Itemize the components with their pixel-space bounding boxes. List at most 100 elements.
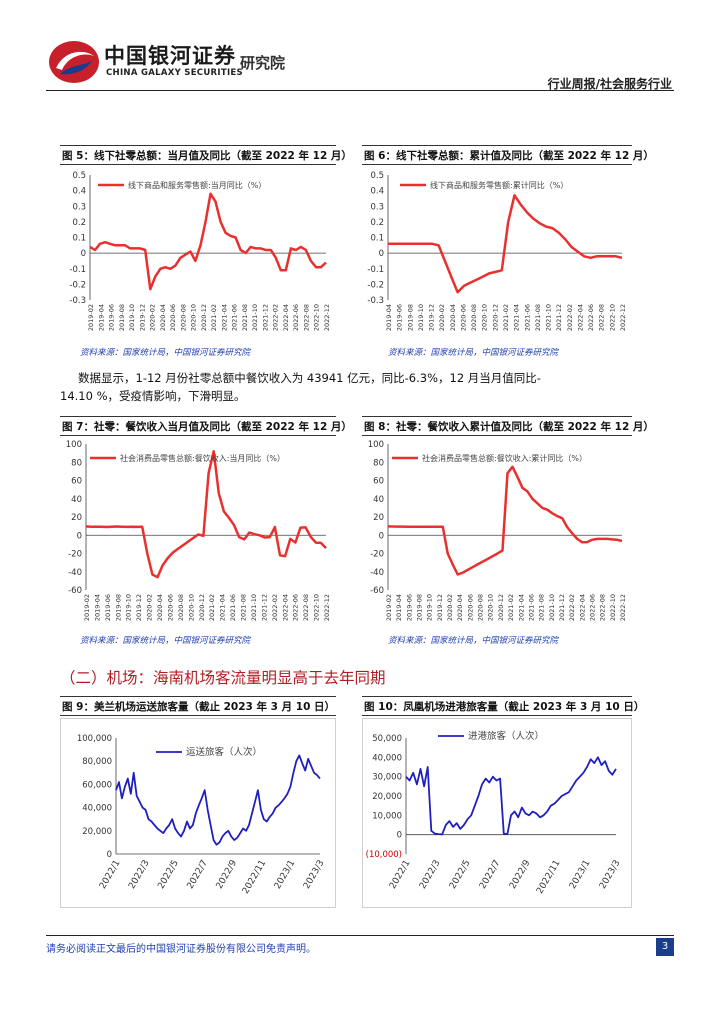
x-tick-label: 2020-02 xyxy=(446,594,454,621)
x-tick-label: 2021-06 xyxy=(527,594,535,621)
footer-divider xyxy=(46,935,674,936)
x-tick-label: 2019-02 xyxy=(87,304,95,331)
x-tick-label: 2022-02 xyxy=(271,594,279,621)
x-tick-label: 2019-08 xyxy=(114,594,122,621)
y-tick-label: 40 xyxy=(71,495,82,505)
x-tick-label: 2021-06 xyxy=(229,594,237,621)
x-tick-label: 2021-10 xyxy=(250,594,258,621)
x-tick-label: 2021-06 xyxy=(523,304,531,331)
x-tick-label: 2022-04 xyxy=(578,594,586,621)
x-tick-label: 2019-10 xyxy=(128,304,136,331)
x-tick-label: 2022-06 xyxy=(292,594,300,621)
x-tick-label: 2019-04 xyxy=(395,594,403,621)
y-tick-label: 0.2 xyxy=(72,218,86,228)
y-tick-label: 0.2 xyxy=(370,218,384,228)
fig8-title: 图 8：社零：餐饮收入累计值及同比（截至 2022 年 12 月） xyxy=(362,416,654,436)
y-tick-label: 40,000 xyxy=(82,804,112,814)
x-tick-label: 2021-02 xyxy=(502,304,510,331)
x-tick-label: 2019-02 xyxy=(385,594,393,621)
series-line xyxy=(388,194,623,294)
x-tick-label: 2021-08 xyxy=(538,594,546,621)
x-tick-label: 2023/3 xyxy=(302,859,326,891)
y-tick-label: 0 xyxy=(107,850,112,860)
x-tick-label: 2020-06 xyxy=(169,304,177,331)
y-tick-label: 60 xyxy=(373,477,384,487)
x-tick-label: 2022/11 xyxy=(241,859,268,896)
y-tick-label: 80 xyxy=(71,458,82,468)
series-line xyxy=(85,450,327,579)
x-tick-label: 2022/5 xyxy=(156,859,180,891)
x-tick-label: 2022/3 xyxy=(127,859,151,891)
x-tick-label: 2021-12 xyxy=(555,304,563,331)
x-tick-label: 2021-04 xyxy=(219,594,227,621)
fig5-source: 资料来源：国家统计局，中国银河证券研究院 xyxy=(80,348,251,358)
fig6-source: 资料来源：国家统计局，中国银河证券研究院 xyxy=(388,348,559,358)
y-tick-label: 100,000 xyxy=(77,734,112,744)
fig10-title: 图 10：凤凰机场进港旅客量（截止 2023 年 3 月 10 日） xyxy=(362,696,644,716)
x-tick-label: 2022-02 xyxy=(272,304,280,331)
x-tick-label: 2021-08 xyxy=(534,304,542,331)
x-tick-label: 2019-10 xyxy=(417,304,425,331)
x-tick-label: 2019-06 xyxy=(108,304,116,331)
x-tick-label: 2022/7 xyxy=(478,859,502,891)
y-tick-label: -20 xyxy=(370,550,384,560)
page-number: 3 xyxy=(656,938,674,956)
chart-fig9: 100,000 80,000 60,000 40,000 20,000 0 2022/1 20… xyxy=(60,718,336,912)
y-tick-label: 20,000 xyxy=(372,792,402,802)
x-tick-label: 2020-06 xyxy=(459,304,467,331)
x-tick-label: 2022/1 xyxy=(388,859,412,891)
chart-fig7: 100 80 60 40 20 0 -20 -40 -60 2019-02 2019-04 2019-… xyxy=(60,436,336,630)
x-tick-label: 2022-12 xyxy=(323,594,331,621)
x-tick-label: 2021-06 xyxy=(231,304,239,331)
body-paragraph-line2: 14.10 %，受疫情影响，下滑明显。 xyxy=(60,389,246,403)
y-tick-label: 40,000 xyxy=(372,753,402,763)
y-tick-label: 100 xyxy=(368,440,384,450)
footer-disclaimer: 请务必阅读正文最后的中国银河证券股份有限公司免责声明。 xyxy=(46,944,316,955)
x-tick-label: 2022-08 xyxy=(302,304,310,331)
x-tick-label: 2022-08 xyxy=(598,304,606,331)
y-tick-label: -20 xyxy=(68,550,82,560)
x-tick-label: 2019-04 xyxy=(97,304,105,331)
y-tick-label: 0 xyxy=(397,831,402,841)
x-tick-label: 2021-02 xyxy=(507,594,515,621)
x-tick-label: 2022/5 xyxy=(448,859,472,891)
brand-name-en: CHINA GALAXY SECURITIES xyxy=(106,68,243,78)
x-tick-label: 2022-10 xyxy=(313,594,321,621)
header-divider xyxy=(46,90,674,91)
brand-institute: 研究院 xyxy=(240,54,286,72)
x-tick-label: 2021-08 xyxy=(240,594,248,621)
chart-frame xyxy=(60,718,336,908)
x-tick-label: 2021-04 xyxy=(517,594,525,621)
x-tick-label: 2020-12 xyxy=(200,304,208,331)
y-tick-label: 80,000 xyxy=(82,757,112,767)
chart-frame xyxy=(362,718,632,908)
x-tick-label: 2019-06 xyxy=(405,594,413,621)
x-tick-label: 2022-06 xyxy=(292,304,300,331)
y-tick-label: 30,000 xyxy=(372,773,402,783)
chart-fig8: 100 80 60 40 20 0 -20 -40 -60 2019-02 2019-04 2019-… xyxy=(362,436,632,630)
x-tick-label: 2023/1 xyxy=(568,859,592,891)
x-tick-label: 2021-10 xyxy=(545,304,553,331)
fig8-source: 资料来源：国家统计局，中国银河证券研究院 xyxy=(388,636,559,646)
y-tick-label: 10,000 xyxy=(372,811,402,821)
x-tick-label: 2019-10 xyxy=(125,594,133,621)
x-tick-label: 2023/1 xyxy=(273,859,297,891)
y-tick-label: -60 xyxy=(370,586,384,596)
y-tick-label: 0.3 xyxy=(370,202,384,212)
chart-fig10: 50,000 40,000 30,000 20,000 10,000 0 (10,000) 2… xyxy=(362,718,632,912)
x-tick-label: 2021-04 xyxy=(513,304,521,331)
x-tick-label: 2022-06 xyxy=(587,304,595,331)
x-tick-label: 2022-12 xyxy=(323,304,331,331)
x-tick-label: 2019-12 xyxy=(436,594,444,621)
x-tick-label: 2020-10 xyxy=(487,594,495,621)
y-tick-label: -40 xyxy=(68,568,82,578)
legend-label: 社会消费品零售总额:餐饮收入:当月同比（%） xyxy=(120,453,285,463)
fig7-source: 资料来源：国家统计局，中国银河证券研究院 xyxy=(80,636,251,646)
y-tick-label: 0 xyxy=(81,249,86,259)
body-paragraph-line1: 数据显示，1-12 月份社零总额中餐饮收入为 43941 亿元，同比-6.3%，… xyxy=(78,371,541,385)
x-tick-label: 2020-12 xyxy=(491,304,499,331)
x-tick-label: 2020-12 xyxy=(497,594,505,621)
x-tick-label: 2019-08 xyxy=(118,304,126,331)
y-tick-label: 80 xyxy=(373,458,384,468)
y-tick-label: (10,000) xyxy=(366,850,402,860)
